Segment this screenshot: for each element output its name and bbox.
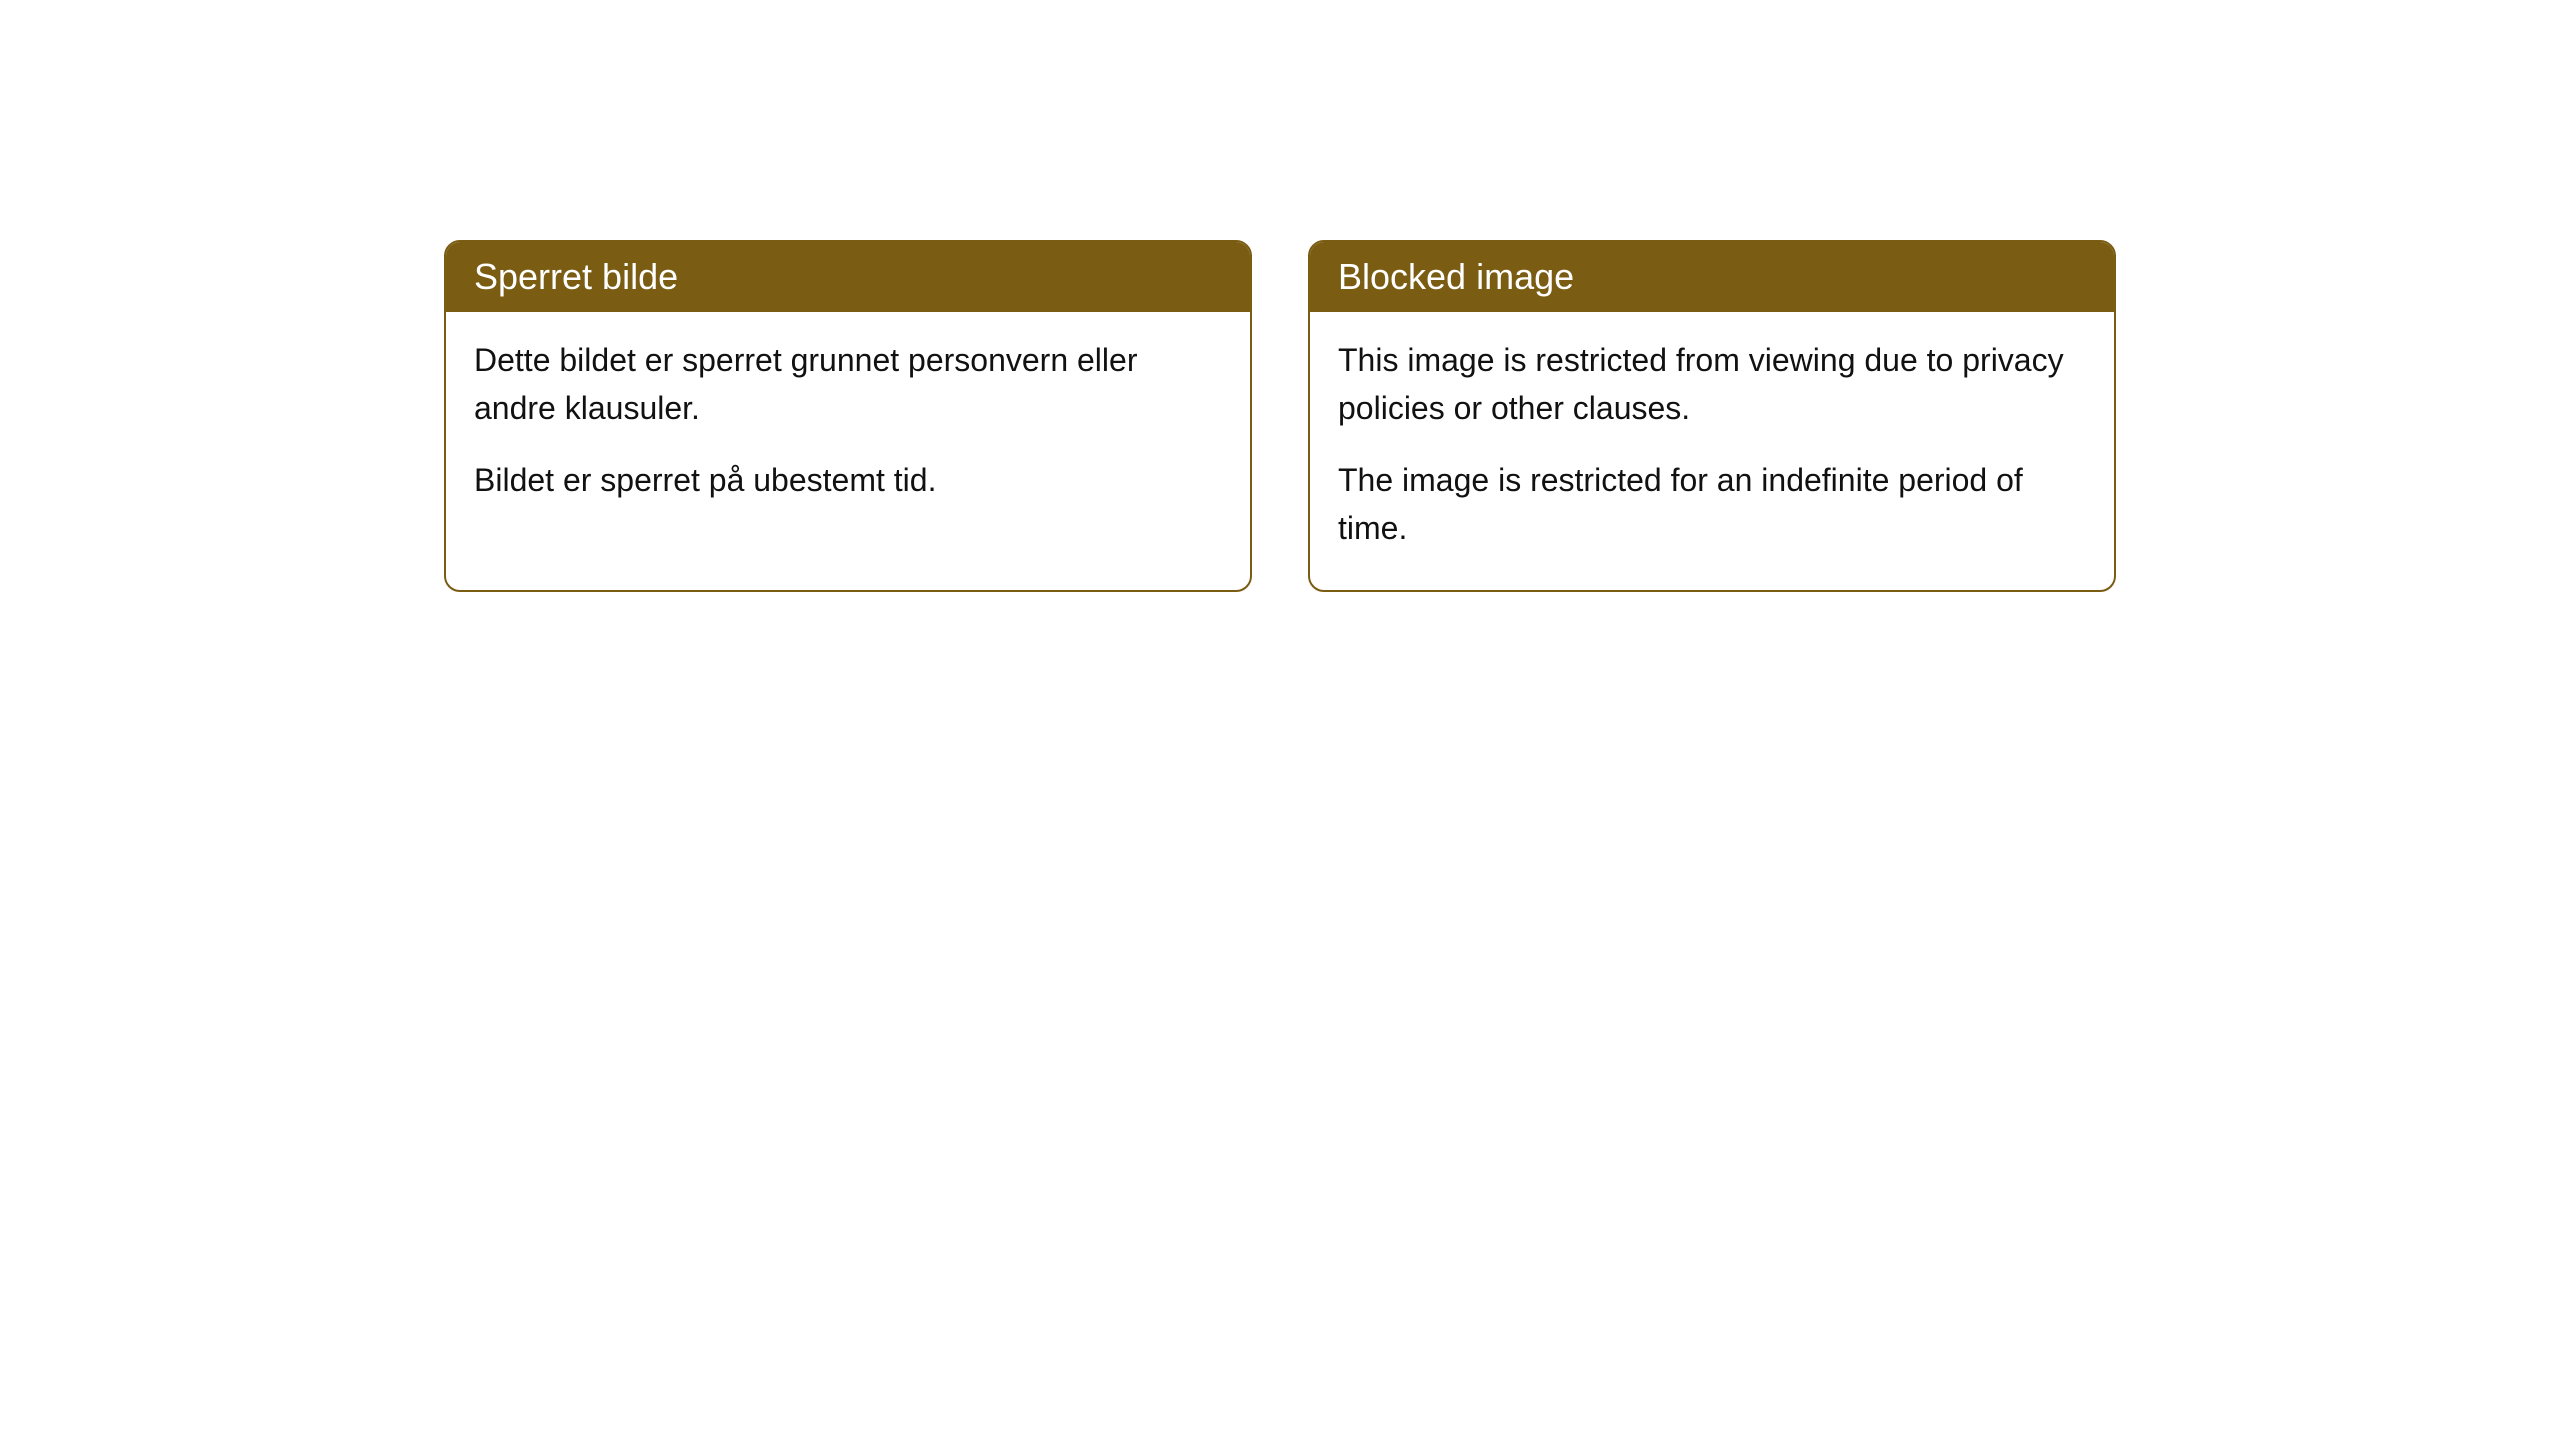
card-paragraph-1: Dette bildet er sperret grunnet personve…	[474, 336, 1222, 432]
card-paragraph-2: The image is restricted for an indefinit…	[1338, 456, 2086, 552]
card-paragraph-2: Bildet er sperret på ubestemt tid.	[474, 456, 1222, 504]
card-body: This image is restricted from viewing du…	[1310, 312, 2114, 590]
card-paragraph-1: This image is restricted from viewing du…	[1338, 336, 2086, 432]
card-body: Dette bildet er sperret grunnet personve…	[446, 312, 1250, 542]
card-title: Sperret bilde	[474, 256, 678, 297]
card-title: Blocked image	[1338, 256, 1574, 297]
card-header: Sperret bilde	[446, 242, 1250, 312]
blocked-image-card-norwegian: Sperret bilde Dette bildet er sperret gr…	[444, 240, 1252, 592]
card-header: Blocked image	[1310, 242, 2114, 312]
blocked-image-card-english: Blocked image This image is restricted f…	[1308, 240, 2116, 592]
cards-container: Sperret bilde Dette bildet er sperret gr…	[0, 240, 2560, 592]
